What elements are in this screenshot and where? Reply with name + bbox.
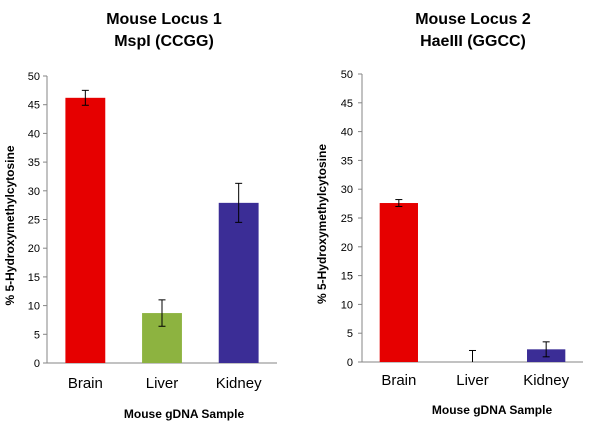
chart-1-y-tick-label: 0 bbox=[34, 358, 40, 370]
chart-1-bar-brain bbox=[65, 97, 106, 363]
chart-1-y-tick-label: 50 bbox=[28, 71, 40, 83]
chart-1-y-tick-label: 5 bbox=[34, 329, 40, 341]
chart-2-y-tick-label: 5 bbox=[347, 328, 353, 340]
chart-2-y-tick-label: 0 bbox=[347, 357, 353, 369]
chart-1-category-label: Brain bbox=[68, 375, 103, 392]
chart-1-y-tick-label: 25 bbox=[28, 215, 40, 227]
chart-1-y-tick-label: 45 bbox=[28, 100, 40, 112]
chart-2-x-axis-label: Mouse gDNA Sample bbox=[432, 403, 553, 417]
chart-2-y-tick-label: 50 bbox=[341, 69, 353, 81]
chart-2-y-tick-label: 25 bbox=[341, 213, 353, 225]
chart-1-y-axis-label: % 5-Hydroxymethylcytosine bbox=[3, 145, 17, 305]
chart-2-title: Mouse Locus 2 bbox=[415, 11, 531, 28]
chart-2-bar-brain bbox=[379, 203, 418, 362]
chart-1-subtitle: MspI (CCGG) bbox=[114, 33, 214, 50]
chart-2-y-tick-label: 20 bbox=[341, 242, 353, 254]
chart-1-title: Mouse Locus 1 bbox=[106, 11, 222, 28]
chart-1-y-tick-label: 35 bbox=[28, 157, 40, 169]
chart-2-y-tick-label: 30 bbox=[341, 184, 353, 196]
chart-1-y-tick-label: 20 bbox=[28, 243, 40, 255]
chart-1-y-tick-label: 30 bbox=[28, 186, 40, 198]
chart-1-x-axis-label: Mouse gDNA Sample bbox=[124, 407, 245, 421]
chart-1-y-tick-label: 10 bbox=[28, 301, 40, 313]
chart-2-category-label: Liver bbox=[456, 372, 489, 389]
chart-1-bar-kidney bbox=[218, 202, 259, 363]
chart-2-category-label: Brain bbox=[381, 372, 416, 389]
chart-2-y-tick-label: 10 bbox=[341, 299, 353, 311]
chart-1-y-tick-label: 40 bbox=[28, 128, 40, 140]
chart-1-category-label: Liver bbox=[146, 375, 179, 392]
chart-2-y-tick-label: 35 bbox=[341, 155, 353, 167]
chart-1-y-tick-label: 15 bbox=[28, 272, 40, 284]
chart-2-y-axis-label: % 5-Hydroxymethylcytosine bbox=[315, 144, 329, 304]
chart-2-subtitle: HaeIII (GGCC) bbox=[420, 33, 526, 50]
chart-2-category-label: Kidney bbox=[523, 372, 569, 389]
chart-1-category-label: Kidney bbox=[216, 375, 262, 392]
chart-2-y-tick-label: 45 bbox=[341, 98, 353, 110]
chart-2-y-tick-label: 40 bbox=[341, 127, 353, 139]
chart-2-y-tick-label: 15 bbox=[341, 271, 353, 283]
